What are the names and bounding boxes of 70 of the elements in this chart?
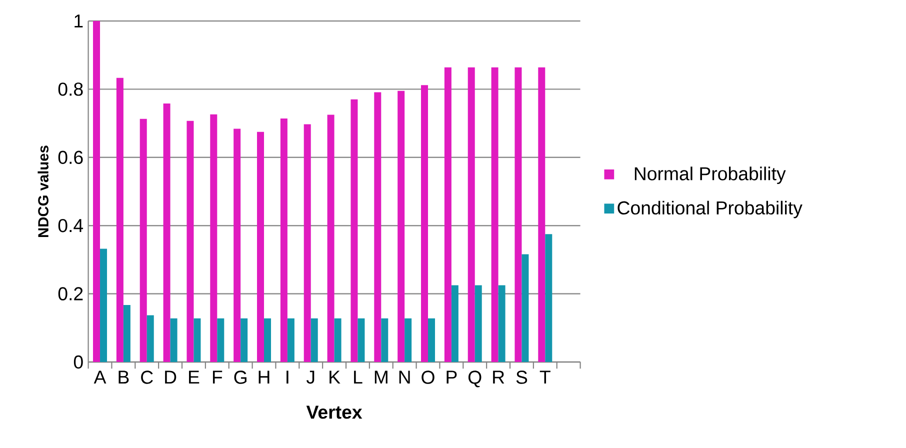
bar [444,67,452,362]
y-tick-label: 1 [74,14,83,28]
bar [100,248,108,362]
bar [186,120,194,362]
x-tick-label: N [399,370,410,384]
x-axis-title: Vertex [306,406,362,419]
bar [545,234,552,362]
y-tick-label: 0 [74,355,83,369]
x-tick-label: H [258,370,270,384]
bar [170,318,178,362]
x-tick-label: P [446,370,457,384]
bar [334,318,342,362]
bar [93,20,100,362]
x-tick-label: S [516,370,528,384]
bar [234,128,241,362]
bar [514,67,522,362]
bar [304,124,311,362]
x-tick-label: B [118,370,129,384]
legend-label: Normal Probability [634,166,786,184]
bar [280,118,288,362]
bar [163,104,170,362]
bar [398,90,405,362]
y-tick-label: 0.4 [58,218,84,232]
bar [327,114,334,362]
x-tick-label: C [141,370,153,384]
bar [146,315,154,362]
legend-label: Conditional Probability [618,200,802,218]
bar [240,318,248,362]
bar [421,85,428,362]
y-tick-label: 0.8 [58,82,83,96]
x-tick-label: R [493,370,504,384]
bar [381,318,388,362]
bar [310,318,318,362]
x-tick-label: G [234,370,246,384]
bar [210,114,218,362]
bar [217,318,224,362]
x-tick-label: M [374,370,388,384]
bar [522,254,529,362]
x-tick-label: I [286,370,288,384]
bar [474,285,482,362]
bar [491,67,498,362]
x-tick-label: F [212,370,222,384]
y-tick-label: 0.2 [58,287,83,300]
x-tick-label: T [540,370,550,384]
bar [451,285,458,362]
bar [538,67,546,362]
y-axis-title: NDCG values [38,146,48,237]
x-tick-label: O [422,370,434,384]
bar [350,99,358,362]
bar [116,78,124,362]
bar [374,92,382,362]
bar [428,318,436,362]
x-tick-label: K [330,370,340,384]
bar [404,318,412,362]
x-tick-label: A [94,370,106,384]
bar [498,285,506,362]
bar [140,118,147,362]
x-tick-label: L [354,370,362,384]
bar [264,318,272,362]
bar [194,318,201,362]
x-tick-label: J [306,370,314,384]
x-tick-label: D [165,370,176,384]
x-tick-label: E [189,370,200,384]
x-tick-label: Q [468,370,482,388]
bar [358,318,365,362]
bar [468,67,475,362]
bar [123,305,130,362]
y-tick-label: 0.6 [58,150,83,164]
bar [257,132,264,362]
bar [287,318,294,362]
